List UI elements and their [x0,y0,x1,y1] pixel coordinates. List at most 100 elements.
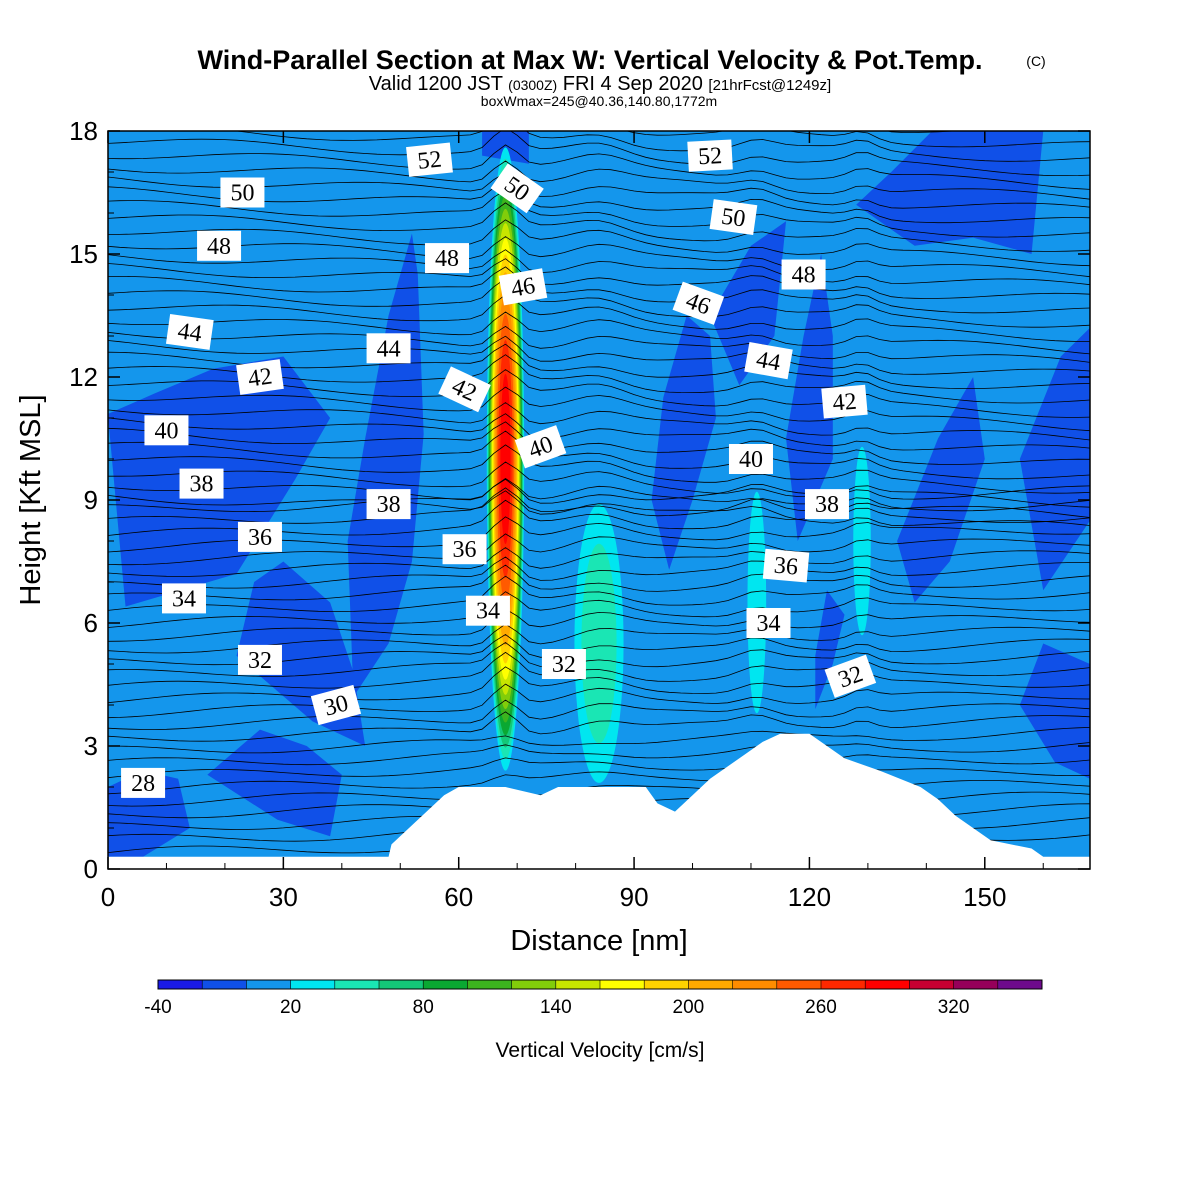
theta-contour-line [233,131,1090,162]
theta-contour-line [108,699,1090,730]
colorbar-swatch [776,980,822,989]
potential-temperature-contours [108,131,1090,854]
theta-label-text: 52 [416,147,443,175]
theta-contour-line [108,754,1090,779]
theta-contour-line [108,547,1090,577]
theta-label: 38 [179,468,224,499]
theta-contour-line [108,575,1090,613]
theta-label-box [236,359,284,395]
theta-label: 32 [237,644,282,675]
theta-label: 44 [744,342,793,380]
theta-contour-line [108,172,1090,209]
theta-contour-line [108,533,1090,566]
theta-contour-line [108,556,1090,589]
theta-label-text: 42 [831,389,857,417]
theta-label-box [425,243,470,274]
theta-label-box [121,767,166,798]
theta-label: 46 [498,268,548,306]
colorbar-swatch [555,980,601,989]
theta-contour-line [108,683,1090,719]
theta-contour-line [108,642,1090,677]
theta-contour-line [108,727,1090,754]
x-tick-label: 0 [101,882,115,912]
theta-contour-line [108,608,1090,642]
theta-label: 52 [687,139,733,172]
x-axis-label: Distance [nm] [510,925,687,957]
theta-contour-line [108,335,1090,375]
y-tick-label: 3 [84,731,98,761]
theta-label-box [310,684,362,726]
colorbar-swatch [290,980,336,989]
theta-label-box [744,342,793,380]
theta-label: 32 [541,649,586,679]
theta-label-box [366,333,411,364]
theta-label: 40 [728,444,773,474]
theta-label-text: 42 [246,363,273,392]
theta-label-box [728,444,773,474]
theta-label: 36 [237,521,282,552]
theta-label-box [709,199,758,236]
colorbar-swatch [379,980,424,989]
theta-contour-line [108,421,1090,465]
chart-subtitle: Valid 1200 JST (0300Z) FRI 4 Sep 2020 [2… [369,73,831,95]
theta-contour-line [625,131,1090,148]
theta-contour-line [108,249,1090,286]
theta-label: 42 [821,384,868,419]
theta-label-box [438,366,491,413]
theta-label-text: 36 [773,553,799,581]
theta-label-box [821,384,868,419]
theta-contour-line [108,386,1090,432]
theta-label: 30 [310,684,362,726]
theta-label: 42 [236,359,284,395]
theta-label-text: 40 [739,447,763,473]
theta-contour-line [108,666,1090,704]
theta-contour-line [108,180,1090,224]
theta-label: 34 [161,583,206,614]
y-tick-label: 9 [84,485,98,515]
chart-title: Wind-Parallel Section at Max W: Vertical… [198,45,983,75]
theta-label-box [406,142,453,177]
theta-label: 38 [804,489,849,520]
downdraft-region [207,729,342,837]
theta-label-text: 40 [154,418,178,444]
colorbar-tick-label: 200 [673,997,705,1018]
theta-label-box [514,425,567,469]
terrain-mask [108,733,1090,869]
downdraft-region [1019,643,1090,779]
theta-contour-line [108,768,1090,795]
theta-contour-line [108,779,1090,807]
theta-label-box [465,595,510,626]
downdraft-region [710,221,787,386]
x-tick-label: 30 [269,882,298,912]
theta-label: 48 [781,259,826,290]
x-tick-label: 60 [444,882,473,912]
x-tick-label: 90 [620,882,649,912]
downdraft-region [651,315,716,570]
updraft-contour [581,543,617,744]
theta-label-text: 38 [815,492,839,518]
theta-label-box [804,489,849,520]
theta-label-box [498,268,548,306]
theta-label-box [144,415,189,446]
theta-label-box [237,521,282,552]
colorbar-tick-label: -40 [144,997,171,1018]
theta-contour-line [108,564,1090,601]
theta-label-box [220,177,265,208]
theta-label-box [161,583,206,614]
theta-contour-line [108,591,1090,628]
colorbar-swatch [732,980,778,989]
theta-label-text: 50 [720,204,747,233]
colorbar-tick-label: 20 [280,997,301,1018]
theta-label-text: 38 [190,472,214,498]
subtitle-zulu: (0300Z) [508,77,557,93]
theta-label: 34 [746,608,791,638]
theta-label-text: 36 [453,537,477,563]
box-info: boxWmax=245@40.36,140.80,1772m [481,93,717,109]
theta-label-text: 28 [131,771,155,797]
theta-label-box [197,230,242,261]
theta-contour-line [108,711,1090,742]
downdraft-region [786,254,833,541]
